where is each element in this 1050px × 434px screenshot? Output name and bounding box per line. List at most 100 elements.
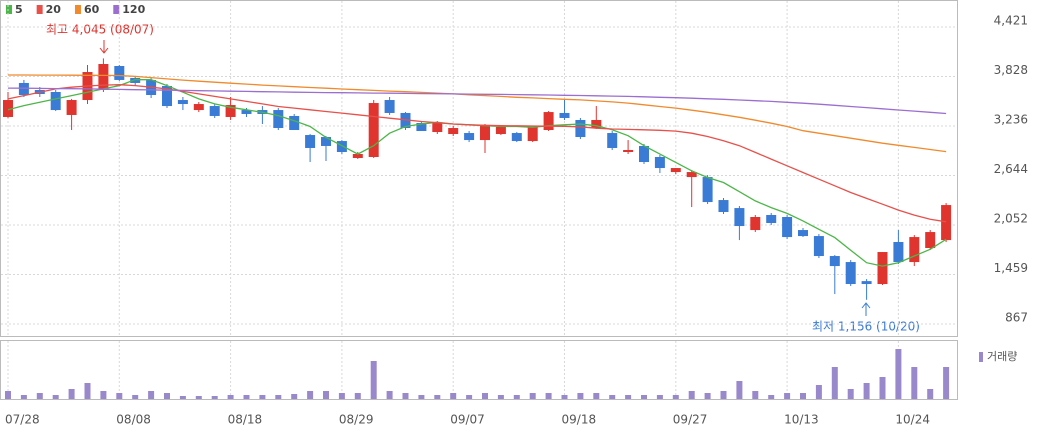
volume-bar: [513, 395, 520, 399]
volume-bar: [752, 391, 759, 399]
volume-bar: [831, 367, 838, 399]
candle-body: [209, 106, 220, 116]
volume-bar: [847, 389, 854, 399]
candle-body: [114, 66, 125, 80]
volume-bar: [68, 389, 75, 399]
candle-body: [702, 177, 713, 203]
volume-bar: [307, 391, 314, 399]
volume-bar: [323, 391, 329, 399]
candle-body: [861, 281, 872, 285]
volume-bar: [577, 393, 584, 399]
volume-bar: [418, 395, 425, 399]
legend-swatch: [113, 5, 120, 14]
candle-body: [273, 110, 284, 129]
y-tick-label: 2,644: [994, 162, 1028, 176]
volume-bar: [672, 395, 679, 399]
candle-body: [686, 172, 697, 178]
candle-body: [734, 208, 745, 227]
candle-body: [511, 133, 522, 142]
candle-body: [3, 100, 13, 117]
candle-body: [543, 112, 554, 131]
volume-bar: [5, 391, 11, 399]
y-tick-label: 867: [1005, 310, 1028, 324]
volume-bar: [275, 395, 282, 399]
volume-bar: [545, 393, 552, 399]
volume-bar: [609, 395, 616, 399]
legend-label: 5: [15, 3, 23, 16]
candle-body: [400, 112, 411, 129]
volume-bar: [116, 393, 123, 399]
x-tick-label: 08/29: [339, 413, 374, 427]
volume-bar: [497, 395, 504, 399]
price-panel: [0, 0, 958, 337]
volume-bar: [132, 395, 139, 399]
candle-body: [368, 103, 379, 158]
volume-bar: [243, 395, 250, 399]
volume-bar: [211, 396, 218, 399]
volume-bar: [450, 393, 457, 399]
candle-body: [289, 115, 300, 131]
volume-bar: [354, 393, 361, 399]
volume-bar: [800, 393, 806, 399]
volume-bar: [20, 395, 27, 399]
volume-bar: [593, 393, 600, 399]
high-annotation: 최고 4,045 (08/07): [46, 23, 154, 37]
volume-bar: [179, 396, 186, 399]
candle-body: [670, 168, 681, 173]
volume-bar: [927, 389, 934, 399]
ma-line: [8, 74, 947, 153]
volume-bar: [704, 393, 711, 399]
volume-bar: [641, 395, 647, 399]
volume-bar: [291, 394, 298, 399]
candle-body: [225, 105, 236, 117]
volume-bar: [227, 395, 234, 399]
candle-body: [766, 215, 777, 224]
candle-body: [798, 230, 808, 237]
candle-body: [718, 200, 729, 212]
volume-bar: [164, 393, 170, 399]
candle-body: [591, 119, 602, 129]
legend-swatch: [36, 5, 43, 14]
candle-body: [193, 104, 204, 111]
volume-bar: [895, 349, 902, 399]
volume-bar: [100, 391, 107, 399]
ma-line: [7, 87, 947, 115]
y-tick-label: 1,459: [994, 261, 1028, 275]
candle-body: [162, 85, 172, 107]
volume-bar: [259, 395, 266, 399]
volume-bar: [434, 395, 441, 399]
volume-bar: [386, 391, 393, 399]
candle-body: [607, 133, 618, 148]
high-arrow: [99, 40, 109, 54]
candle-body: [527, 127, 538, 142]
volume-bar: [402, 393, 409, 399]
candle-body: [495, 127, 506, 135]
volume-bar: [656, 395, 663, 399]
x-tick-label: 08/08: [116, 413, 151, 427]
legend-label: 60: [84, 3, 100, 16]
volume-bar: [482, 393, 488, 399]
volume-bar: [84, 383, 91, 399]
x-tick-label: 09/27: [673, 413, 708, 427]
legend-label: 20: [46, 3, 62, 16]
candle-body: [623, 149, 634, 152]
volume-bar: [370, 361, 377, 399]
candle-body: [559, 112, 570, 118]
volume-bar: [148, 391, 155, 399]
low-annotation: 최저 1,156 (10/20): [812, 320, 920, 334]
candle-body: [416, 122, 427, 132]
candle-body: [432, 122, 443, 133]
volume-bar: [736, 381, 743, 399]
candle-body: [845, 262, 856, 285]
candle-body: [177, 100, 188, 105]
legend-swatch: [6, 5, 12, 14]
candle-body: [925, 232, 936, 249]
volume-bar: [911, 367, 918, 399]
x-tick-label: 10/13: [784, 413, 819, 427]
low-arrow: [861, 302, 871, 316]
volume-bar: [195, 396, 202, 399]
x-tick-label: 07/28: [5, 413, 40, 427]
candle-body: [941, 205, 952, 241]
volume-bar: [943, 367, 950, 399]
